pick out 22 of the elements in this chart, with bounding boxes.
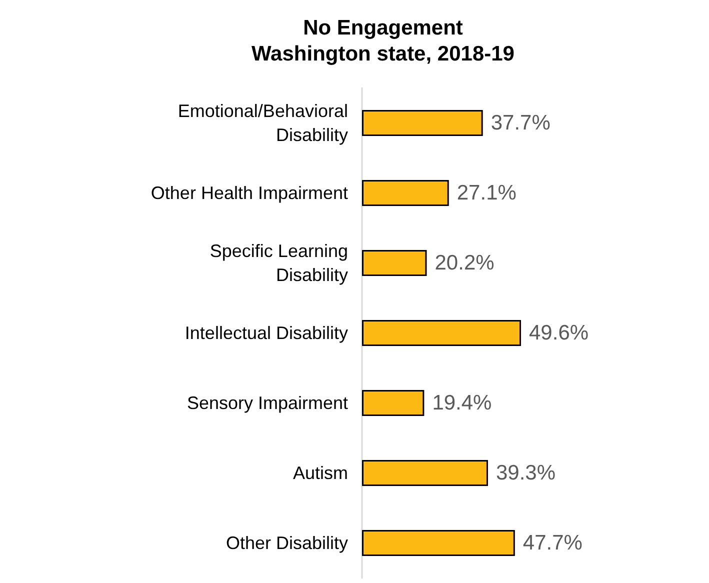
bar [362, 180, 449, 206]
bar [362, 390, 424, 416]
data-label: 37.7% [490, 112, 550, 134]
bar [362, 320, 521, 346]
data-label: 49.6% [529, 322, 589, 344]
data-label: 39.3% [496, 462, 556, 484]
y-tick-label: Emotional/Behavioral Disability [178, 101, 348, 145]
y-tick-label: Other Health Impairment [150, 183, 348, 203]
data-label: 20.2% [434, 252, 494, 274]
y-tick-label: Intellectual Disability [184, 323, 348, 343]
data-label: 19.4% [432, 392, 492, 414]
y-tick-label: Sensory Impairment [186, 393, 348, 413]
data-label: 47.7% [522, 532, 582, 554]
bar [362, 530, 515, 556]
bar [362, 460, 488, 486]
y-tick-label: Autism [292, 463, 348, 483]
bar [362, 110, 483, 136]
bar [362, 250, 427, 276]
y-tick-label: Specific Learning Disability [210, 241, 348, 285]
chart-title: No Engagement Washington state, 2018-19 [252, 16, 514, 66]
y-tick-label: Other Disability [226, 533, 348, 553]
data-label: 27.1% [456, 182, 516, 204]
